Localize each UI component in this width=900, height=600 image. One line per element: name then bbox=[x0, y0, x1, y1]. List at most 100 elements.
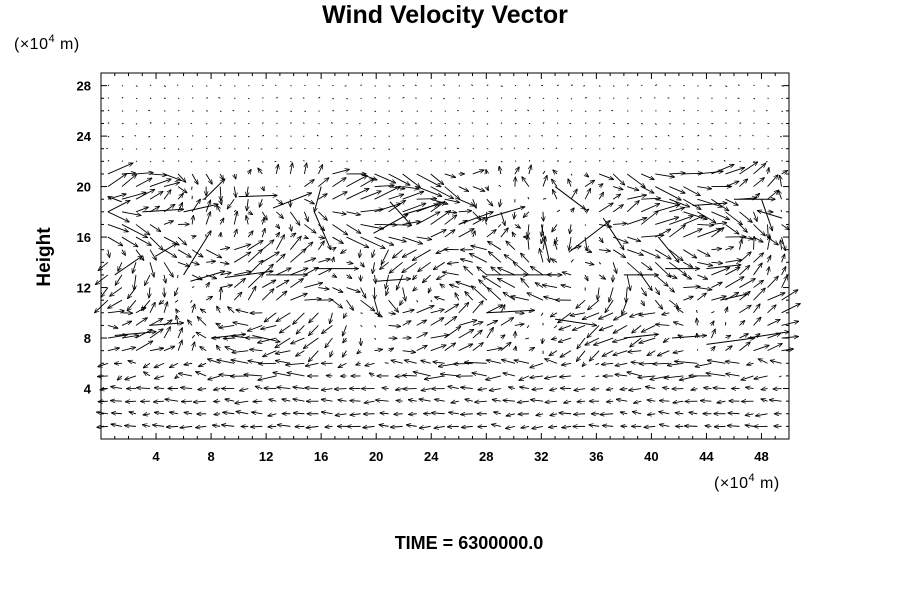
field-vector bbox=[655, 229, 670, 238]
field-vector bbox=[107, 224, 128, 231]
field-vector bbox=[247, 324, 263, 331]
field-vector bbox=[403, 375, 417, 376]
field-vector bbox=[773, 389, 782, 390]
field-vector bbox=[379, 425, 389, 427]
field-vector bbox=[598, 192, 603, 200]
field-vector bbox=[276, 232, 279, 237]
field-vector bbox=[388, 97, 390, 99]
field-vector bbox=[261, 324, 277, 329]
field-vector bbox=[486, 328, 493, 339]
field-vector bbox=[458, 198, 475, 206]
field-vector bbox=[359, 249, 360, 258]
field-vector bbox=[486, 84, 489, 86]
field-vector bbox=[430, 110, 433, 112]
field-vector bbox=[552, 224, 558, 231]
field-vector bbox=[422, 274, 431, 283]
field-vector bbox=[163, 182, 179, 188]
field-vector bbox=[276, 361, 291, 364]
field-vector bbox=[444, 173, 456, 177]
field-vector bbox=[641, 186, 654, 194]
field-vector bbox=[416, 199, 437, 200]
field-vector bbox=[128, 287, 137, 299]
field-vector bbox=[458, 344, 473, 352]
field-vector bbox=[711, 223, 726, 225]
field-vector bbox=[595, 375, 600, 378]
field-vector bbox=[149, 329, 163, 339]
field-vector bbox=[500, 342, 511, 352]
field-vector bbox=[697, 293, 706, 301]
field-vector bbox=[135, 189, 155, 200]
field-vector bbox=[485, 222, 488, 225]
field-vector bbox=[290, 160, 292, 163]
field-vector bbox=[232, 109, 235, 112]
field-vector bbox=[290, 249, 306, 263]
field-vector bbox=[612, 135, 616, 138]
field-vector bbox=[753, 236, 763, 242]
field-vector bbox=[725, 224, 738, 234]
field-vector bbox=[444, 316, 457, 326]
field-vector bbox=[391, 360, 403, 364]
field-vector bbox=[317, 165, 322, 175]
field-vector bbox=[673, 351, 684, 353]
field-vector bbox=[430, 211, 451, 225]
field-vector bbox=[471, 286, 488, 301]
field-vector bbox=[430, 159, 433, 162]
field-vector bbox=[711, 148, 714, 150]
field-vector bbox=[683, 211, 707, 219]
field-vector bbox=[433, 362, 445, 363]
y-axis-unit: (×104 m) bbox=[14, 33, 80, 53]
field-vector bbox=[556, 84, 559, 87]
field-vector bbox=[655, 324, 670, 325]
field-vector bbox=[304, 110, 307, 113]
field-vector bbox=[388, 299, 399, 312]
field-vector bbox=[472, 211, 481, 220]
field-vector bbox=[523, 211, 530, 218]
field-vector bbox=[627, 218, 647, 225]
field-vector bbox=[582, 312, 600, 320]
field-vector bbox=[107, 163, 133, 175]
field-vector bbox=[275, 235, 284, 250]
field-vector bbox=[659, 401, 670, 402]
field-vector bbox=[153, 425, 165, 426]
field-vector bbox=[402, 173, 421, 187]
field-vector bbox=[612, 236, 628, 243]
field-vector bbox=[135, 236, 151, 245]
field-vector bbox=[108, 299, 123, 308]
field-vector bbox=[394, 414, 403, 415]
field-vector bbox=[697, 333, 698, 339]
field-vector bbox=[135, 224, 150, 234]
wind-vector bbox=[706, 338, 754, 345]
field-vector bbox=[514, 324, 524, 326]
field-vector bbox=[767, 305, 776, 314]
field-vector bbox=[296, 350, 305, 357]
field-vector bbox=[304, 224, 315, 233]
field-vector bbox=[262, 187, 264, 191]
field-vector bbox=[542, 170, 546, 175]
field-vector bbox=[177, 249, 191, 258]
y-tick-label: 8 bbox=[84, 331, 91, 346]
field-vector bbox=[781, 267, 786, 276]
wind-vector bbox=[568, 221, 610, 253]
y-unit-exponent: 4 bbox=[48, 33, 55, 45]
field-vector bbox=[612, 173, 625, 185]
field-vector bbox=[332, 287, 342, 293]
field-vector bbox=[581, 375, 586, 377]
field-vector bbox=[222, 425, 235, 427]
field-vector bbox=[402, 203, 426, 213]
field-vector bbox=[500, 228, 508, 238]
field-vector bbox=[486, 211, 487, 222]
wind-vector bbox=[314, 186, 322, 212]
field-vector bbox=[388, 194, 404, 200]
field-vector bbox=[376, 400, 389, 401]
x-tick-label: 48 bbox=[754, 449, 768, 464]
field-vector bbox=[641, 299, 644, 306]
field-vector bbox=[374, 135, 376, 138]
field-vector bbox=[108, 249, 110, 258]
field-vector bbox=[711, 311, 715, 314]
field-vector bbox=[149, 160, 152, 163]
field-vector bbox=[514, 109, 517, 112]
field-vector bbox=[372, 262, 374, 273]
field-vector bbox=[191, 173, 198, 184]
field-vector bbox=[176, 135, 179, 138]
field-vector bbox=[552, 179, 558, 187]
